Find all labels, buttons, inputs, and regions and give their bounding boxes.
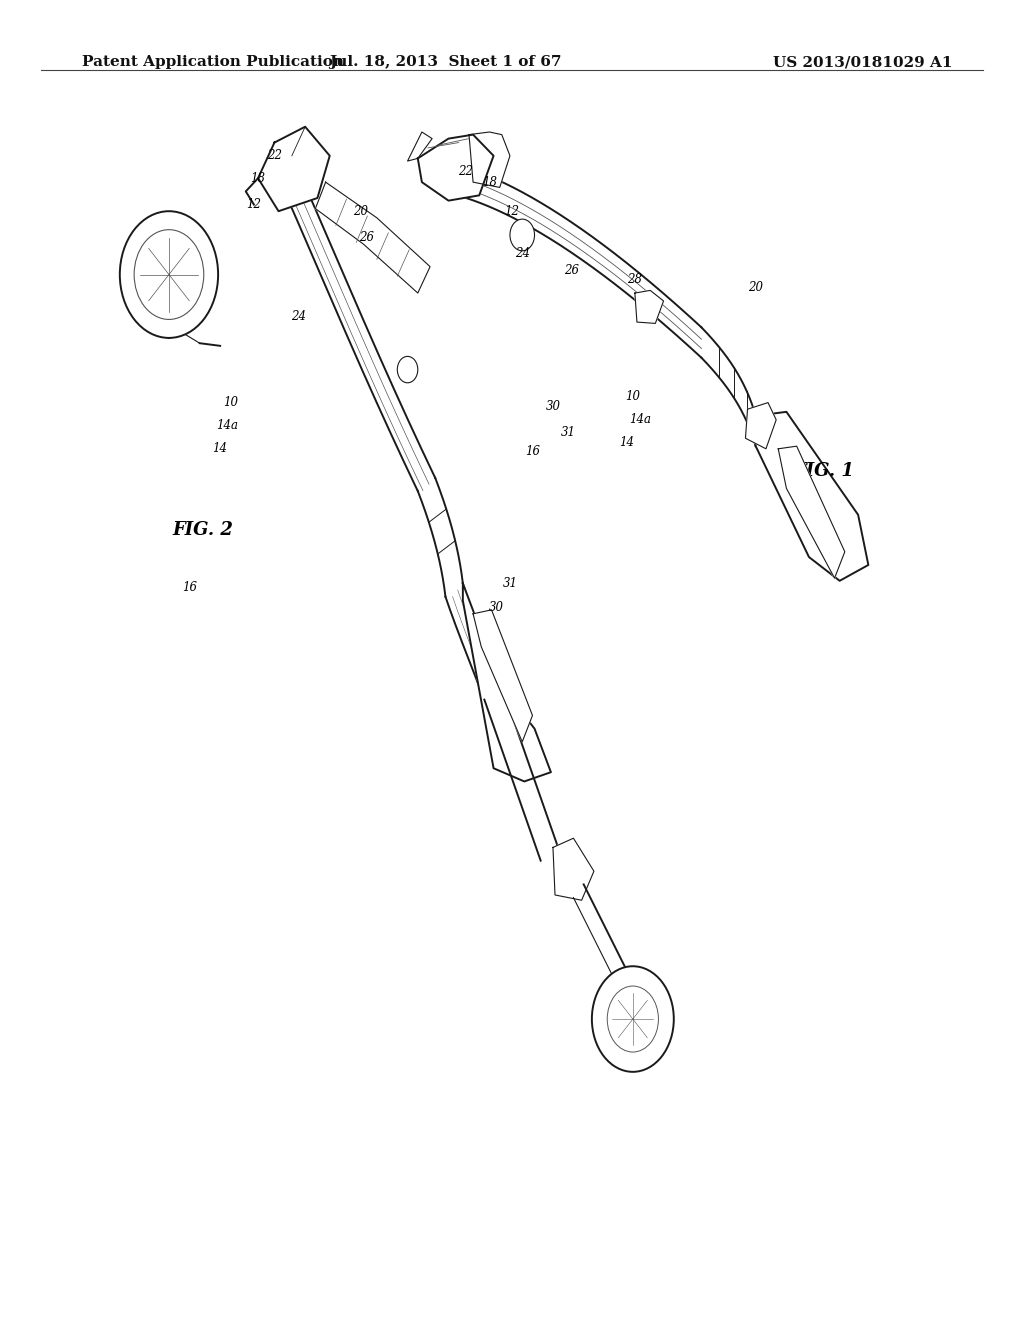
- Polygon shape: [469, 132, 510, 187]
- Polygon shape: [463, 583, 551, 781]
- Text: 18: 18: [482, 176, 497, 189]
- Text: 24: 24: [292, 310, 306, 323]
- Polygon shape: [418, 135, 494, 201]
- Text: 20: 20: [353, 205, 368, 218]
- Polygon shape: [408, 132, 432, 161]
- Text: 12: 12: [505, 205, 519, 218]
- Polygon shape: [778, 446, 845, 578]
- Text: Jul. 18, 2013  Sheet 1 of 67: Jul. 18, 2013 Sheet 1 of 67: [329, 55, 562, 70]
- Text: 16: 16: [525, 445, 540, 458]
- Polygon shape: [315, 182, 430, 293]
- Circle shape: [510, 219, 535, 251]
- Text: Patent Application Publication: Patent Application Publication: [82, 55, 344, 70]
- Text: 26: 26: [564, 264, 579, 277]
- Text: 14a: 14a: [216, 418, 239, 432]
- Text: 31: 31: [561, 426, 575, 440]
- Polygon shape: [745, 403, 776, 449]
- Text: 31: 31: [503, 577, 517, 590]
- Text: 24: 24: [515, 247, 529, 260]
- Text: 10: 10: [223, 396, 238, 409]
- Text: 16: 16: [182, 581, 197, 594]
- Text: 14: 14: [620, 436, 634, 449]
- Text: FIG. 1: FIG. 1: [794, 462, 854, 480]
- Text: 12: 12: [247, 198, 261, 211]
- Polygon shape: [553, 838, 594, 900]
- Circle shape: [592, 966, 674, 1072]
- Text: 14: 14: [213, 442, 227, 455]
- Text: 18: 18: [251, 172, 265, 185]
- Text: 14a: 14a: [629, 413, 651, 426]
- Polygon shape: [635, 290, 664, 323]
- Text: 28: 28: [628, 273, 642, 286]
- Text: 22: 22: [267, 149, 282, 162]
- Polygon shape: [258, 127, 330, 211]
- Polygon shape: [473, 610, 532, 742]
- Text: 26: 26: [359, 231, 374, 244]
- Text: 20: 20: [749, 281, 763, 294]
- Circle shape: [120, 211, 218, 338]
- Text: 10: 10: [626, 389, 640, 403]
- Text: 30: 30: [489, 601, 504, 614]
- Circle shape: [397, 356, 418, 383]
- Text: FIG. 2: FIG. 2: [172, 521, 232, 540]
- Text: 30: 30: [546, 400, 560, 413]
- Polygon shape: [756, 412, 868, 581]
- Text: 22: 22: [459, 165, 473, 178]
- Text: US 2013/0181029 A1: US 2013/0181029 A1: [773, 55, 952, 70]
